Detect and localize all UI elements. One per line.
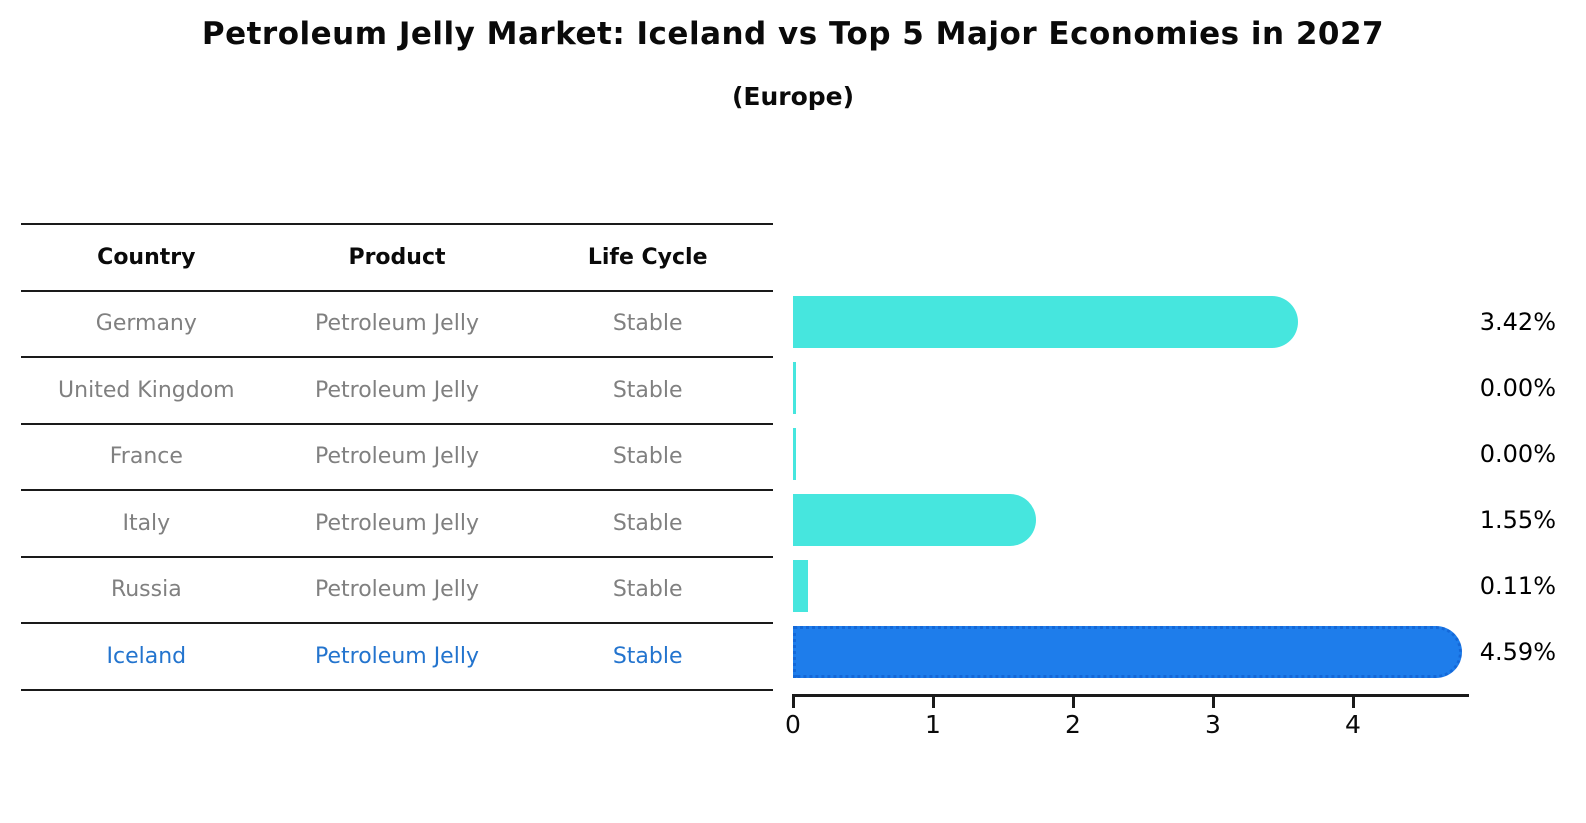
table-row-italy: Italy Petroleum Jelly Stable <box>21 491 773 558</box>
table-row-germany: Germany Petroleum Jelly Stable <box>21 292 773 358</box>
x-axis-tick <box>1071 694 1075 708</box>
table-row-russia: Russia Petroleum Jelly Stable <box>21 558 773 624</box>
cell-life-cycle: Stable <box>612 510 683 536</box>
cell-country: Germany <box>95 311 197 337</box>
x-axis-line <box>793 694 1469 697</box>
cell-life-cycle: Stable <box>612 577 683 603</box>
cell-product: Petroleum Jelly <box>315 510 479 536</box>
bar-germany <box>793 296 1298 348</box>
table-row-united-kingdom: United Kingdom Petroleum Jelly Stable <box>21 358 773 425</box>
x-axis-tick <box>1211 694 1215 708</box>
cell-product: Petroleum Jelly <box>315 311 479 337</box>
value-label-germany: 3.42% <box>1479 308 1556 336</box>
value-label-united-kingdom: 0.00% <box>1479 374 1556 402</box>
chart-title: Petroleum Jelly Market: Iceland vs Top 5… <box>201 16 1385 52</box>
cell-country: Italy <box>122 510 171 536</box>
cell-country: Iceland <box>106 643 187 669</box>
bar-iceland <box>793 626 1462 678</box>
cell-product: Petroleum Jelly <box>315 577 479 603</box>
column-header-product: Product <box>348 244 446 270</box>
table-row-iceland: Iceland Petroleum Jelly Stable <box>21 624 773 691</box>
x-axis-tick <box>791 694 795 708</box>
bar-united-kingdom <box>793 362 796 414</box>
cell-country: France <box>109 444 183 470</box>
cell-product: Petroleum Jelly <box>315 377 479 403</box>
cell-life-cycle: Stable <box>612 444 683 470</box>
x-axis-tick <box>1351 694 1355 708</box>
bar-italy <box>793 494 1036 546</box>
cell-country: Russia <box>110 577 182 603</box>
cell-life-cycle: Stable <box>612 377 683 403</box>
table-header-row: Country Product Life Cycle <box>21 225 773 292</box>
bar-russia <box>793 560 809 612</box>
chart-subtitle: (Europe) <box>731 82 855 111</box>
cell-country: United Kingdom <box>58 377 235 403</box>
value-label-italy: 1.55% <box>1479 506 1556 534</box>
value-label-france: 0.00% <box>1479 440 1556 468</box>
column-header-life-cycle: Life Cycle <box>587 244 708 270</box>
cell-life-cycle: Stable <box>612 311 683 337</box>
x-axis-tick-label: 1 <box>925 710 941 739</box>
value-label-iceland: 4.59% <box>1479 638 1556 666</box>
value-label-russia: 0.11% <box>1479 572 1556 600</box>
column-header-country: Country <box>97 244 196 270</box>
table-row-france: France Petroleum Jelly Stable <box>21 425 773 491</box>
x-axis-tick-label: 0 <box>785 710 801 739</box>
bar-france <box>793 428 796 480</box>
country-table: Country Product Life Cycle Germany Petro… <box>21 223 773 691</box>
x-axis-tick-label: 2 <box>1065 710 1081 739</box>
cell-product: Petroleum Jelly <box>315 643 479 669</box>
x-axis-tick-label: 3 <box>1205 710 1221 739</box>
cell-life-cycle: Stable <box>612 643 683 669</box>
cell-product: Petroleum Jelly <box>315 444 479 470</box>
x-axis-tick <box>931 694 935 708</box>
x-axis-tick-label: 4 <box>1345 710 1361 739</box>
